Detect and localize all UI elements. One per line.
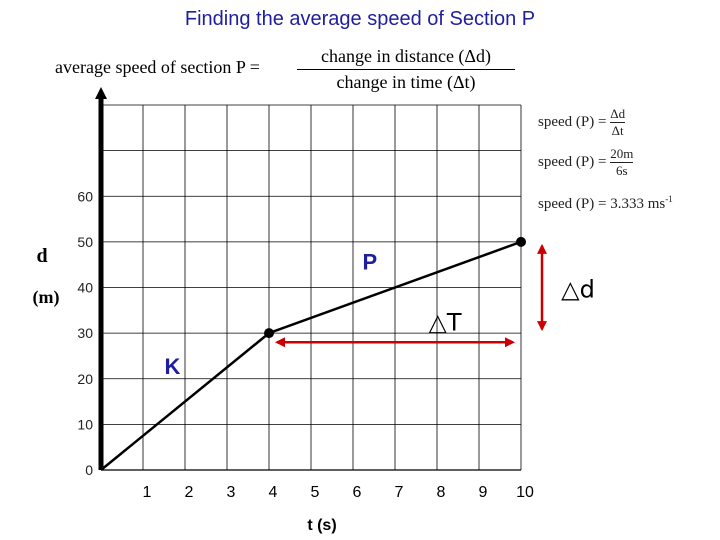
speed-calc-1-num: Δd: [610, 106, 626, 121]
grid: [101, 104, 522, 470]
x-tick-label: 9: [479, 484, 488, 501]
speed-calc-line-1: speed (P) = Δd Δt: [538, 106, 626, 139]
x-tick-label: 2: [185, 484, 194, 501]
data-point: [516, 236, 526, 247]
speed-calc-1-den: Δt: [611, 123, 624, 138]
x-axis-label: t (s): [307, 517, 336, 534]
speed-calc-3-text: speed (P) = 3.333 ms: [538, 196, 666, 212]
section-label: P: [362, 249, 377, 274]
x-tick-label: 4: [269, 484, 278, 501]
x-tick-label: 5: [311, 484, 320, 501]
speed-calc-1-fraction: Δd Δt: [610, 106, 626, 139]
speed-calc-2-lhs: speed (P) =: [538, 153, 607, 170]
y-tick-label: 20: [77, 371, 93, 387]
y-tick-label: 30: [77, 325, 93, 341]
series: KP: [100, 236, 526, 471]
x-tick-label: 6: [353, 484, 362, 501]
formula-lhs: average speed of section P =: [55, 57, 260, 77]
x-tick-label: 10: [516, 484, 534, 501]
delta-d-label: △d: [561, 276, 595, 304]
chart-title: Finding the average speed of Section P: [184, 8, 536, 30]
y-axis-arrow-icon: [95, 87, 107, 99]
speed-calc-line-2: speed (P) = 20m 6s: [538, 146, 634, 179]
formula-fraction: change in distance (Δd) change in time (…: [297, 46, 515, 93]
speed-calc-2-num: 20m: [610, 146, 634, 161]
delta-t-label: △T: [428, 308, 461, 336]
speed-calc-3-sup: -1: [665, 194, 673, 204]
y-axis-label-unit: (m): [33, 287, 60, 308]
x-tick-label: 8: [437, 484, 446, 501]
y-tick-label: 10: [77, 416, 93, 432]
y-tick-label: 50: [77, 234, 93, 250]
y-tick-label: 0: [85, 462, 93, 478]
x-tick-label: 1: [143, 484, 152, 501]
fraction-bar: [297, 69, 515, 70]
axes: [95, 87, 521, 471]
formula-numerator: change in distance (Δd): [320, 46, 491, 66]
fraction-bar: [610, 162, 634, 163]
section-label: K: [164, 354, 180, 379]
tick-labels: 0 10 20 30 40 50 60 1 2 3 4 5 6 7 8 9 10 t (s) d (m): [33, 188, 534, 534]
data-point: [264, 328, 274, 339]
y-tick-label: 40: [77, 280, 93, 296]
fraction-bar: [610, 122, 626, 123]
x-tick-label: 3: [227, 484, 236, 501]
formula-denominator: change in time (Δt): [336, 72, 476, 92]
speed-calc-2-den: 6s: [615, 163, 628, 178]
speed-calc-1-lhs: speed (P) =: [538, 113, 607, 130]
x-tick-label: 7: [395, 484, 404, 501]
speed-calc-2-fraction: 20m 6s: [610, 146, 634, 179]
y-axis-label-symbol: d: [36, 245, 47, 267]
annotations: △T △d: [275, 243, 595, 348]
y-tick-label: 60: [77, 188, 93, 204]
speed-calc-line-3: speed (P) = 3.333 ms-1: [538, 194, 673, 213]
